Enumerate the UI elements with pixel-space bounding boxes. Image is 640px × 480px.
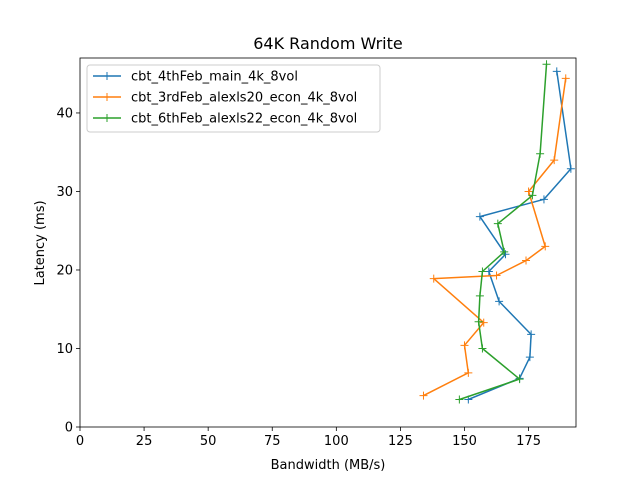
y-axis-label: Latency (ms) bbox=[33, 200, 48, 285]
data-point bbox=[493, 219, 502, 228]
data-point bbox=[495, 297, 504, 306]
data-point bbox=[541, 242, 550, 251]
series-3 bbox=[455, 60, 551, 404]
data-point bbox=[460, 341, 469, 350]
x-tick-label: 50 bbox=[200, 434, 217, 449]
legend-swatch-marker bbox=[103, 93, 111, 101]
y-tick-label: 20 bbox=[56, 263, 73, 278]
data-point bbox=[500, 247, 509, 256]
data-point bbox=[528, 191, 537, 200]
data-point bbox=[515, 375, 524, 384]
data-point bbox=[527, 330, 536, 339]
legend-swatch-marker bbox=[103, 114, 111, 122]
x-tick-label: 125 bbox=[388, 434, 413, 449]
y-tick-label: 10 bbox=[56, 342, 73, 357]
legend-item-3: cbt_6thFeb_alexls22_econ_4k_8vol bbox=[93, 112, 357, 127]
chart-title: 64K Random Write bbox=[253, 34, 403, 53]
legend-item-2: cbt_3rdFeb_alexls20_econ_4k_8vol bbox=[93, 91, 357, 106]
data-point bbox=[419, 391, 428, 400]
data-point bbox=[542, 60, 551, 69]
legend-box bbox=[86, 64, 381, 133]
data-point bbox=[479, 318, 488, 327]
data-point bbox=[550, 156, 559, 165]
data-point bbox=[539, 195, 548, 204]
data-point bbox=[525, 353, 534, 362]
y-tick-label: 30 bbox=[56, 185, 73, 200]
data-point bbox=[492, 271, 501, 280]
data-point bbox=[455, 395, 464, 404]
legend-label: cbt_3rdFeb_alexls20_econ_4k_8vol bbox=[131, 91, 357, 106]
y-tick-label: 40 bbox=[56, 106, 73, 121]
data-point bbox=[522, 256, 531, 265]
legend-label: cbt_6thFeb_alexls22_econ_4k_8vol bbox=[131, 112, 357, 127]
data-point bbox=[475, 291, 484, 300]
data-point bbox=[524, 187, 533, 196]
x-tick-label: 0 bbox=[76, 434, 84, 449]
x-axis-label: Bandwidth (MB/s) bbox=[271, 458, 386, 473]
legend-label: cbt_4thFeb_main_4k_8vol bbox=[131, 70, 298, 85]
plot-area: 0 25 50 75 100 125 150 175 0 10 20 30 40 bbox=[56, 57, 577, 449]
data-point bbox=[464, 368, 473, 377]
legend-item-1: cbt_4thFeb_main_4k_8vol bbox=[93, 70, 298, 85]
x-tick-label: 150 bbox=[452, 434, 477, 449]
x-tick-label: 25 bbox=[136, 434, 153, 449]
data-point bbox=[552, 67, 561, 76]
x-tick-label: 175 bbox=[516, 434, 541, 449]
data-point bbox=[475, 212, 484, 221]
axes-frame bbox=[79, 57, 577, 428]
data-point bbox=[478, 344, 487, 353]
data-point bbox=[429, 274, 438, 283]
data-point bbox=[536, 149, 545, 158]
y-tick-label: 0 bbox=[65, 421, 73, 436]
data-point bbox=[478, 267, 487, 276]
data-point bbox=[566, 164, 575, 173]
data-point bbox=[561, 74, 570, 83]
legend: cbt_4thFeb_main_4k_8vol cbt_3rdFeb_alexls… bbox=[86, 64, 381, 133]
legend-swatch-marker bbox=[103, 72, 111, 80]
x-tick-label: 75 bbox=[264, 434, 281, 449]
x-tick-label: 100 bbox=[324, 434, 349, 449]
series-2 bbox=[419, 74, 570, 400]
data-point bbox=[474, 317, 483, 326]
